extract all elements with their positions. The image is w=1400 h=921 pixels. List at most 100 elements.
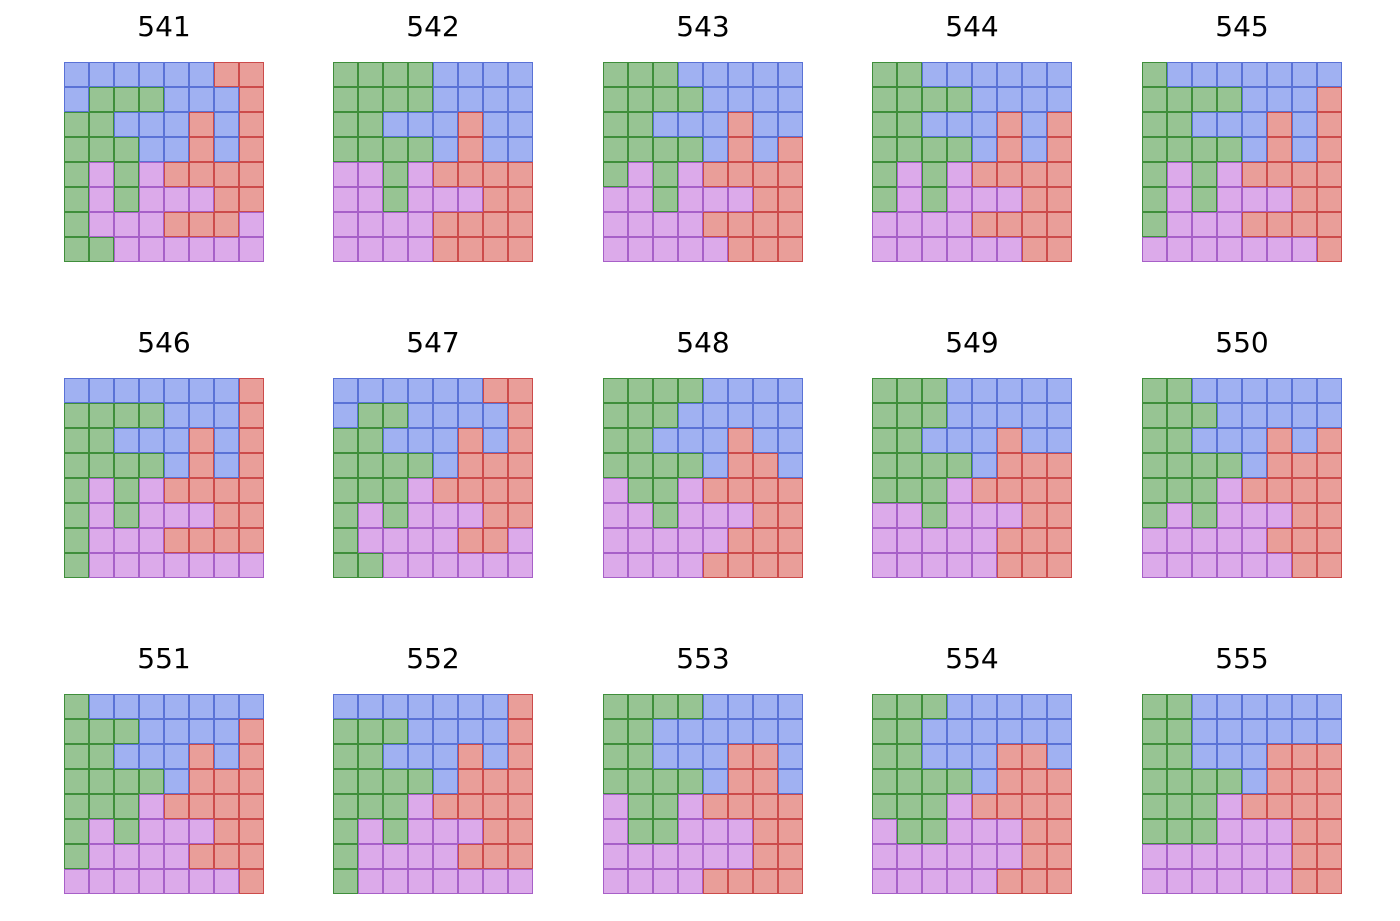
grid-cell-red: [753, 237, 778, 262]
grid-cell-blue: [1267, 719, 1292, 744]
grid-cell-green: [1167, 403, 1192, 428]
grid-cell-purple: [114, 553, 139, 578]
grid-cell-green: [333, 744, 358, 769]
grid-cell-red: [1267, 794, 1292, 819]
grid-cell-red: [433, 794, 458, 819]
panel-title: 547: [406, 326, 460, 359]
grid-cell-green: [897, 403, 922, 428]
grid-cell-blue: [972, 744, 997, 769]
grid-cell-blue: [997, 694, 1022, 719]
grid-cell-purple: [164, 503, 189, 528]
grid-cell-green: [64, 528, 89, 553]
grid-cell-purple: [972, 503, 997, 528]
grid-cell-green: [1142, 719, 1167, 744]
grid-cell-green: [89, 794, 114, 819]
grid-cell-red: [778, 503, 803, 528]
grid-cell-red: [433, 162, 458, 187]
grid-cell-blue: [1267, 378, 1292, 403]
grid-cell-purple: [997, 503, 1022, 528]
grid-cell-purple: [972, 528, 997, 553]
grid-cell-purple: [897, 212, 922, 237]
grid-cell-green: [383, 503, 408, 528]
grid-cell-red: [189, 162, 214, 187]
grid-cell-green: [628, 694, 653, 719]
grid-cell-blue: [678, 62, 703, 87]
grid-cell-red: [508, 237, 533, 262]
grid-cell-red: [239, 87, 264, 112]
grid-cell-green: [64, 553, 89, 578]
grid-cell-blue: [653, 112, 678, 137]
grid-cell-blue: [922, 719, 947, 744]
grid-cell-blue: [164, 769, 189, 794]
grid-cell-blue: [1317, 719, 1342, 744]
grid-cell-green: [383, 478, 408, 503]
grid-cell-red: [1292, 553, 1317, 578]
grid-cell-green: [897, 478, 922, 503]
grid-cell-purple: [897, 237, 922, 262]
grid-cell-purple: [678, 237, 703, 262]
grid-cell-blue: [922, 62, 947, 87]
grid-cell-red: [458, 162, 483, 187]
grid-cell-red: [1267, 162, 1292, 187]
grid-cell-blue: [703, 403, 728, 428]
grid-cell-red: [1292, 769, 1317, 794]
grid-cell-purple: [1192, 237, 1217, 262]
grid-cell-purple: [64, 869, 89, 894]
grid-cell-purple: [1242, 187, 1267, 212]
grid-cell-green: [383, 719, 408, 744]
grid-cell-green: [947, 769, 972, 794]
grid-cell-blue: [214, 694, 239, 719]
grid-cell-green: [114, 769, 139, 794]
grid-cell-red: [1292, 744, 1317, 769]
grid-cell-green: [64, 819, 89, 844]
grid-cell-red: [164, 212, 189, 237]
grid-cell-blue: [483, 694, 508, 719]
grid-cell-blue: [1047, 87, 1072, 112]
grid-cell-red: [972, 162, 997, 187]
grid-cell-blue: [458, 62, 483, 87]
grid-cell-purple: [383, 869, 408, 894]
grid-cell-blue: [383, 694, 408, 719]
grid-cell-blue: [458, 403, 483, 428]
grid-cell-red: [728, 769, 753, 794]
grid-cell-blue: [214, 403, 239, 428]
grid-cell-blue: [778, 453, 803, 478]
grid-cell-red: [508, 378, 533, 403]
grid-cell-blue: [1217, 112, 1242, 137]
grid-cell-red: [508, 503, 533, 528]
grid-cell-purple: [897, 553, 922, 578]
grid-cell-red: [1267, 528, 1292, 553]
grid-cell-green: [333, 62, 358, 87]
grid-cell-red: [778, 869, 803, 894]
grid-cell-purple: [947, 187, 972, 212]
grid-cell-blue: [678, 428, 703, 453]
grid-cell-blue: [458, 378, 483, 403]
grid-cell-blue: [1192, 694, 1217, 719]
grid-cell-blue: [139, 62, 164, 87]
grid-cell-purple: [997, 844, 1022, 869]
grid-cell-blue: [1192, 112, 1217, 137]
grid-cell-red: [728, 869, 753, 894]
grid-cell-purple: [628, 237, 653, 262]
grid-cell-purple: [139, 553, 164, 578]
grid-cell-green: [1192, 769, 1217, 794]
grid-cell-green: [114, 794, 139, 819]
grid-cell-green: [333, 819, 358, 844]
grid-cell-purple: [1142, 553, 1167, 578]
grid-cell-green: [408, 62, 433, 87]
grid-cell-green: [897, 378, 922, 403]
grid-cell-purple: [358, 819, 383, 844]
grid-cell-purple: [872, 503, 897, 528]
grid-cell-blue: [678, 403, 703, 428]
grid-cell-red: [508, 694, 533, 719]
grid-cell-blue: [703, 719, 728, 744]
grid-cell-green: [872, 112, 897, 137]
grid-cell-red: [1047, 819, 1072, 844]
grid-cell-purple: [897, 869, 922, 894]
grid-cell-purple: [947, 162, 972, 187]
grid-cell-blue: [114, 378, 139, 403]
grid-cell-purple: [897, 187, 922, 212]
grid-cell-green: [64, 187, 89, 212]
grid-cell-green: [1142, 478, 1167, 503]
grid-cell-purple: [458, 187, 483, 212]
